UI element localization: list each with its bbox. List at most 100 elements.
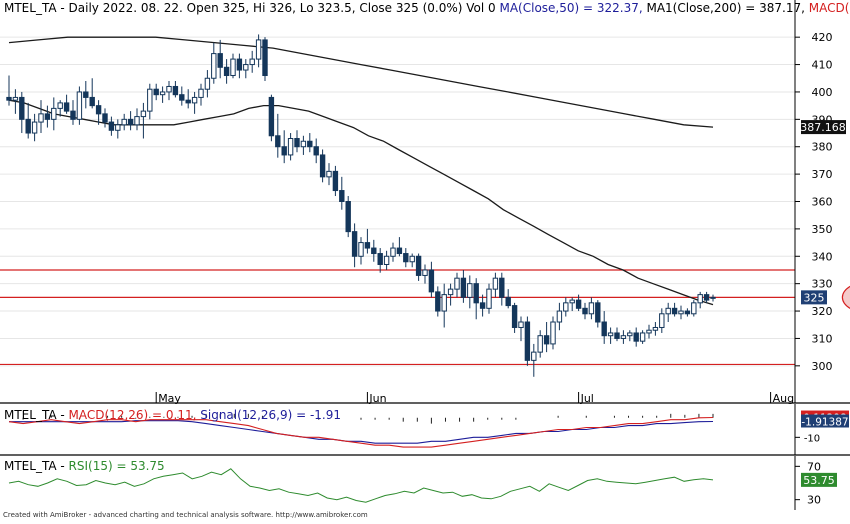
candle-body xyxy=(441,294,447,312)
candle-body xyxy=(524,321,531,361)
candle-body xyxy=(307,140,313,148)
candle-body xyxy=(582,307,588,315)
candle-body xyxy=(671,307,678,315)
candle-body xyxy=(198,88,204,98)
candle-body xyxy=(249,58,255,66)
candle-body xyxy=(294,138,300,148)
rsi-axis-ticks: 30 70 xyxy=(795,460,821,507)
price-tick-label: 380 xyxy=(812,141,833,154)
price-gridlines xyxy=(0,36,795,367)
month-label: Jun xyxy=(368,392,386,405)
macd-header-macd: MACD(12,26) = 0.11, xyxy=(69,408,201,422)
footer-credit: Created with AmiBroker - advanced charti… xyxy=(3,511,368,519)
candle-body xyxy=(646,329,652,334)
candle-body xyxy=(710,296,716,299)
candle-body xyxy=(25,118,31,134)
candle-body xyxy=(511,305,518,328)
rsi-badge xyxy=(801,472,837,487)
macd-header: MTEL_TA - MACD(12,26) = 0.11, Signal(12,… xyxy=(4,408,341,422)
candle-body xyxy=(70,110,76,120)
candle-body xyxy=(95,105,102,115)
macd-panel: -10 0.11298-1.91387 MTEL_TA - MACD(12,26… xyxy=(4,404,849,455)
candle-body xyxy=(684,310,691,315)
price-tick-label: 350 xyxy=(812,223,833,236)
candle-body xyxy=(659,313,665,328)
candle-body xyxy=(300,140,307,148)
month-label: Jul xyxy=(580,392,594,405)
candle-body xyxy=(38,113,44,123)
price-tick-label: 420 xyxy=(812,31,833,44)
candle-body xyxy=(211,53,217,79)
candle-body xyxy=(12,96,19,101)
price-tick-label: 360 xyxy=(812,196,833,209)
macd-tick-label: -10 xyxy=(804,433,820,444)
candle-body xyxy=(166,85,172,93)
candle-body xyxy=(383,255,390,265)
rsi-header-value: RSI(15) = 53.75 xyxy=(69,459,165,473)
price-tick-label: 330 xyxy=(812,278,833,291)
month-label: May xyxy=(158,392,181,405)
candle-body xyxy=(447,288,454,296)
price-badge xyxy=(801,120,846,135)
candle-body xyxy=(479,302,486,309)
candle-body xyxy=(473,283,479,304)
candle-body xyxy=(351,231,358,257)
candle-body xyxy=(153,88,159,96)
candle-body xyxy=(63,102,70,112)
candle-body xyxy=(575,299,582,309)
candle-body xyxy=(358,242,364,257)
rsi-line-path xyxy=(8,468,714,503)
candle-body xyxy=(396,247,403,255)
candle-body xyxy=(255,39,262,60)
candlesticks xyxy=(6,34,716,377)
candle-body xyxy=(550,321,556,345)
candle-body xyxy=(223,66,230,77)
price-header-ma50: MA(Close,50) = 322.37, xyxy=(499,1,646,15)
candle-body xyxy=(428,269,435,293)
candle-body xyxy=(147,88,153,112)
rsi-tick-label: 30 xyxy=(807,494,821,507)
candle-body xyxy=(108,121,115,131)
candle-body xyxy=(57,102,63,109)
rsi-header-prefix: MTEL_TA - xyxy=(4,459,69,473)
candle-body xyxy=(236,58,243,71)
macd-histogram xyxy=(22,413,714,424)
candle-body xyxy=(633,332,639,342)
candle-body xyxy=(601,321,607,337)
candle-body xyxy=(614,332,620,339)
candle-body xyxy=(6,96,12,101)
price-tick-label: 400 xyxy=(812,86,833,99)
candle-body xyxy=(268,96,275,137)
candle-body xyxy=(377,253,383,265)
macd-lines xyxy=(8,416,714,448)
candle-body xyxy=(172,85,179,96)
candle-body xyxy=(390,247,396,257)
candle-body xyxy=(159,91,166,96)
candle-body xyxy=(262,39,268,77)
candle-body xyxy=(703,294,710,301)
candle-body xyxy=(563,302,569,312)
candle-body xyxy=(639,332,646,342)
rsi-tick-label: 70 xyxy=(807,460,821,473)
candle-body xyxy=(44,113,51,120)
candle-body xyxy=(627,332,633,337)
candle-body xyxy=(230,58,236,77)
price-badge xyxy=(801,290,827,305)
candle-body xyxy=(19,96,25,120)
ma200-line xyxy=(8,36,714,128)
candle-body xyxy=(76,91,83,120)
candle-body xyxy=(569,299,575,304)
candle-body xyxy=(467,283,473,298)
candle-body xyxy=(179,94,185,101)
price-tick-label: 320 xyxy=(812,305,833,318)
candle-body xyxy=(556,310,563,323)
price-header-prefix: MTEL_TA - Daily 2022. 08. 22. Open 325, … xyxy=(4,1,499,15)
candle-body xyxy=(313,146,319,156)
candle-body xyxy=(691,302,697,315)
candle-body xyxy=(204,77,211,90)
candle-body xyxy=(415,255,422,276)
candle-body xyxy=(326,170,332,178)
candle-body xyxy=(185,99,191,104)
